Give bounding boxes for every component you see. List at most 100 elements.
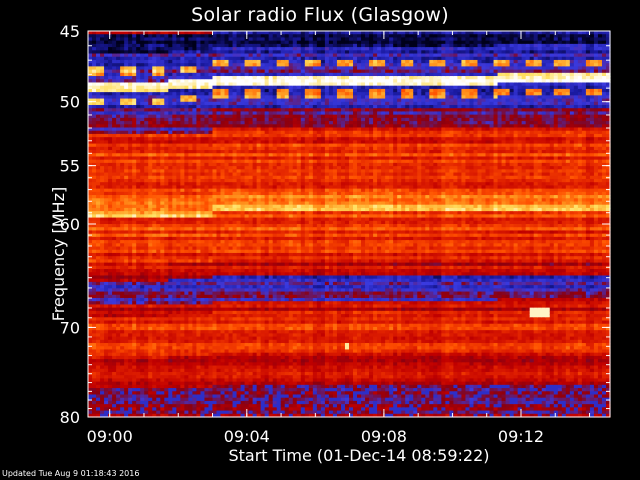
heatmap-cell (140, 397, 145, 402)
heatmap-cell (128, 66, 133, 71)
heatmap-cell (132, 314, 137, 318)
heatmap-cell (196, 98, 202, 103)
heatmap-cell (172, 220, 177, 225)
heatmap-cell (192, 156, 198, 161)
heatmap-cell (172, 397, 177, 402)
heatmap-cell (156, 121, 161, 125)
heatmap-cell (140, 47, 145, 51)
heatmap-cell (152, 391, 157, 396)
heatmap-cell (176, 188, 181, 193)
heatmap-cell (88, 159, 93, 164)
heatmap-cell (160, 133, 165, 138)
heatmap-cell (124, 317, 129, 322)
heatmap-cell (184, 133, 189, 138)
heatmap-cell (104, 407, 109, 412)
heatmap-cell (192, 362, 198, 367)
heatmap-cell (120, 272, 125, 277)
heatmap-cell (152, 410, 157, 415)
heatmap-cell (132, 214, 137, 219)
heatmap-cell (88, 291, 93, 296)
heatmap-cell (132, 133, 137, 138)
heatmap-cell (140, 346, 145, 351)
heatmap-cell (124, 188, 129, 193)
heatmap-cell (188, 121, 193, 125)
heatmap-cell (120, 156, 125, 161)
heatmap-cell (192, 410, 198, 415)
heatmap-cell (132, 185, 137, 190)
heatmap-cell (112, 56, 117, 61)
heatmap-cell (104, 388, 109, 392)
heatmap-cell (188, 140, 193, 145)
heatmap-cell (148, 130, 153, 135)
heatmap-cell (116, 410, 121, 415)
heatmap-cell (172, 156, 177, 161)
heatmap-cell (92, 233, 97, 238)
heatmap-cell (164, 172, 169, 177)
heatmap-cell (132, 217, 137, 222)
heatmap-cell (176, 394, 181, 399)
heatmap-cell (180, 407, 185, 412)
heatmap-cell (108, 211, 113, 215)
heatmap-cell (120, 127, 125, 132)
heatmap-cell (176, 256, 181, 260)
heatmap-cell (180, 278, 185, 283)
heatmap-cell (152, 243, 157, 248)
heatmap-cell (116, 314, 121, 318)
heatmap-cell (116, 172, 121, 177)
heatmap-cell (192, 310, 198, 315)
heatmap-cell (188, 323, 193, 328)
heatmap-cell (168, 101, 173, 106)
heatmap-cell (148, 291, 153, 296)
heatmap-cell (188, 352, 193, 357)
heatmap-cell (88, 281, 93, 286)
heatmap-cell (184, 236, 189, 241)
heatmap-cell (100, 201, 105, 206)
heatmap-cell (140, 362, 145, 367)
heatmap-cell (92, 82, 97, 87)
heatmap-cell (140, 153, 145, 158)
heatmap-cell (148, 381, 153, 386)
heatmap-cell (96, 66, 101, 71)
heatmap-cell (144, 188, 149, 193)
heatmap-cell (148, 249, 153, 254)
heatmap-cell (124, 265, 129, 270)
heatmap-cell (184, 404, 189, 408)
heatmap-cell (88, 323, 93, 328)
heatmap-cell (108, 371, 113, 376)
heatmap-cell (164, 359, 169, 363)
heatmap-cell (192, 400, 198, 405)
heatmap-cell (132, 307, 137, 312)
heatmap-cell (104, 76, 109, 80)
heatmap-cell (112, 310, 117, 315)
heatmap-cell (160, 384, 165, 389)
heatmap-cell (120, 137, 125, 141)
heatmap-cell (172, 133, 177, 138)
heatmap-cell (92, 114, 97, 119)
heatmap-cell (184, 224, 189, 228)
heatmap-cell (96, 178, 101, 183)
heatmap-cell (120, 34, 125, 39)
heatmap-cell (120, 85, 125, 90)
heatmap-cell (156, 343, 161, 347)
heatmap-cell (128, 166, 133, 170)
heatmap-cell (200, 95, 206, 100)
heatmap-cell (132, 349, 137, 354)
heatmap-cell (168, 198, 173, 203)
heatmap-cell (112, 66, 117, 71)
heatmap-cell (184, 352, 189, 357)
heatmap-cell (104, 201, 109, 206)
heatmap-cell (192, 159, 198, 164)
heatmap-cell (88, 352, 93, 357)
heatmap-cell (132, 47, 137, 51)
heatmap-cell (192, 162, 198, 167)
heatmap-cell (128, 265, 133, 270)
heatmap-cell (128, 156, 133, 161)
heatmap-cell (168, 47, 173, 51)
heatmap-cell (168, 333, 173, 338)
heatmap-cell (108, 252, 113, 257)
heatmap-cell (132, 404, 137, 408)
heatmap-cell (140, 217, 145, 222)
heatmap-cell (132, 43, 137, 48)
heatmap-cell (124, 146, 129, 151)
heatmap-cell (104, 137, 109, 141)
